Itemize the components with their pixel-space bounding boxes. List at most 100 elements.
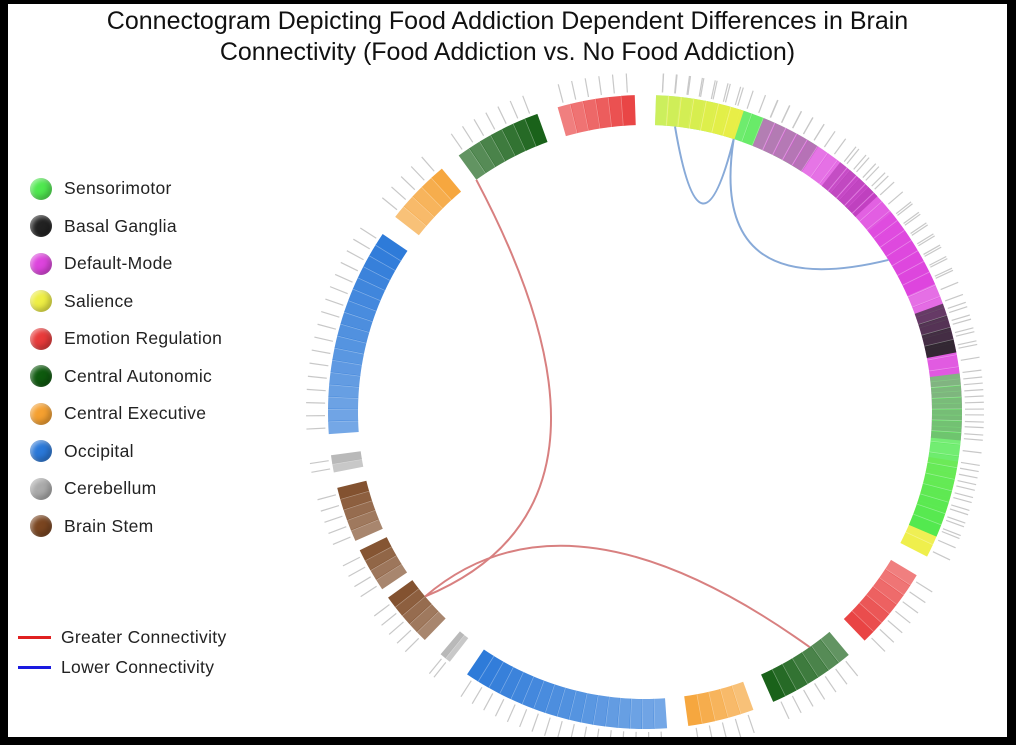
segment-salience-17-6: [722, 106, 744, 140]
segment-sensorimotor-20-11: [916, 493, 949, 515]
node-label-mark: [391, 186, 407, 200]
node-label-mark: [471, 686, 483, 704]
segment-brain-stem-11-0: [350, 518, 383, 541]
node-label-mark: [485, 112, 496, 130]
node-label-mark: [598, 76, 602, 96]
segment-sensorimotor-20-13: [908, 514, 942, 537]
node-label-mark: [911, 224, 929, 236]
legend-item-greater-connectivity: Greater Connectivity: [18, 622, 227, 652]
segment-divider: [499, 666, 514, 694]
segment-divider: [731, 685, 742, 715]
segment-divider: [879, 229, 905, 248]
node-label-mark: [934, 267, 953, 277]
segment-central-autonomic-5-4: [781, 658, 808, 691]
segment-divider: [696, 694, 703, 724]
node-label-mark: [941, 530, 960, 540]
segment-divider: [337, 335, 367, 344]
segment-divider: [501, 129, 516, 157]
node-label-mark: [904, 213, 921, 226]
segment-brain-stem-9-3: [394, 588, 426, 616]
node-label-mark: [461, 125, 474, 143]
segment-default-mode-18-7: [819, 160, 848, 192]
segment-sensorimotor-20-4: [931, 419, 962, 434]
legend-label: Salience: [64, 290, 134, 311]
segment-default-mode-18-18: [897, 261, 930, 286]
node-label-mark: [915, 581, 933, 593]
segment-emotion-regulation-4-5: [851, 602, 882, 633]
node-label-mark: [957, 479, 977, 486]
segment-divider: [708, 691, 716, 722]
segment-divider: [858, 602, 882, 624]
segment-default-mode-18-12: [859, 201, 891, 231]
node-label-mark: [635, 731, 637, 737]
node-label-mark: [813, 123, 825, 141]
segment-divider: [490, 134, 506, 162]
connectogram: [306, 73, 984, 737]
segment-occipital-13-15: [369, 244, 402, 271]
segment-divider: [912, 295, 941, 308]
segment-divider: [919, 493, 949, 503]
segment-central-autonomic-15-4: [501, 123, 527, 156]
node-label-mark: [314, 336, 334, 342]
segment-divider: [394, 588, 420, 608]
segment-divider: [791, 139, 808, 166]
node-label-mark: [916, 233, 934, 245]
segment-divider: [524, 118, 537, 147]
segment-divider: [820, 638, 840, 664]
segment-divider: [827, 167, 848, 192]
lower-connectivity-arc: [729, 138, 889, 271]
node-label-mark: [687, 75, 692, 95]
segment-divider: [677, 97, 682, 127]
segment-default-mode-18-8: [827, 167, 857, 199]
segment-divider: [924, 338, 954, 347]
segment-divider: [711, 103, 720, 133]
segment-divider: [343, 500, 373, 511]
segment-occipital-7-7: [568, 690, 588, 723]
segment-divider: [479, 141, 496, 168]
segment-central-autonomic-5-6: [761, 669, 786, 702]
node-label-mark: [381, 197, 398, 211]
segment-central-autonomic-5-2: [801, 645, 829, 678]
segment-sensorimotor-20-5: [930, 430, 962, 446]
segment-occipital-13-6: [332, 347, 365, 366]
segment-divider: [477, 655, 495, 682]
node-label-mark: [879, 181, 895, 196]
segment-cerebellum-12-1: [330, 451, 362, 465]
node-label-mark: [960, 461, 980, 467]
segment-divider: [782, 133, 798, 161]
node-label-mark: [712, 80, 718, 100]
greater-connectivity-line: [18, 635, 51, 639]
node-label-mark: [937, 539, 956, 549]
node-label-mark: [903, 211, 920, 224]
segment-divider: [905, 531, 934, 546]
node-label-mark: [334, 273, 353, 283]
node-label-mark: [781, 105, 791, 123]
segment-sensorimotor-20-10: [919, 483, 953, 504]
node-label-mark: [945, 519, 965, 528]
node-label-mark: [346, 250, 364, 261]
segment-default-mode-18-6: [810, 152, 839, 185]
node-label-mark: [557, 84, 564, 103]
segment-salience-17-5: [711, 103, 732, 136]
segment-emotion-regulation-16-5: [621, 95, 636, 126]
node-label-mark: [421, 156, 435, 172]
segment-central-autonomic-15-1: [469, 141, 496, 174]
segment-occipital-7-2: [629, 698, 643, 729]
network-ring: [306, 73, 984, 737]
segment-divider: [751, 117, 764, 146]
segment-occipital-13-8: [337, 323, 370, 344]
node-label-mark: [699, 78, 705, 97]
node-label-mark: [584, 78, 590, 98]
segment-occipital-13-4: [329, 371, 361, 388]
segment-occipital-7-3: [616, 697, 632, 729]
node-label-mark: [686, 75, 691, 95]
segment-divider: [328, 396, 359, 399]
node-label-mark: [737, 87, 744, 106]
segment-divider: [332, 458, 363, 465]
node-label-mark: [953, 496, 972, 504]
node-label-mark: [622, 731, 625, 737]
node-label-mark: [843, 146, 857, 162]
node-label-mark: [571, 80, 577, 100]
node-label-mark: [948, 306, 968, 314]
segment-central-autonomic-15-0: [458, 147, 487, 180]
